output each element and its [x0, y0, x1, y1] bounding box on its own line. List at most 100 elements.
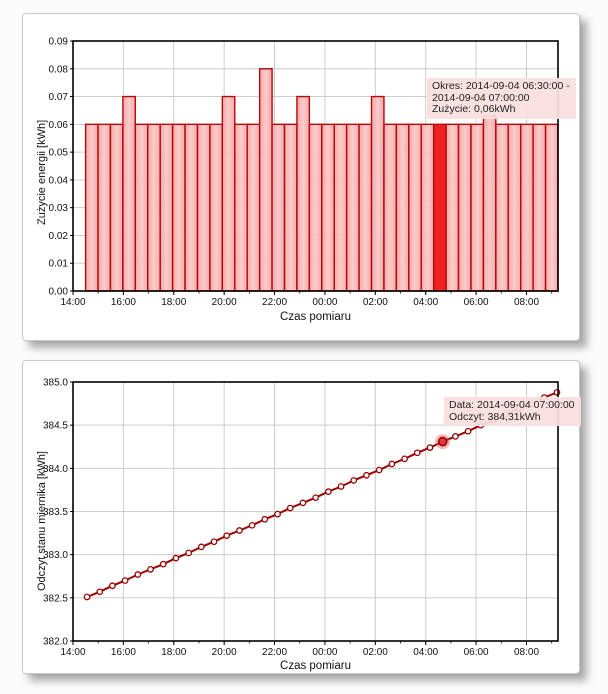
bar-23:30[interactable] — [308, 123, 323, 292]
point-06:00[interactable] — [477, 421, 485, 429]
meter-reading-line — [86, 391, 558, 598]
y-tick-label: 384.5 — [43, 421, 68, 432]
meter-reading-line-chart[interactable]: 382.0 382.5 383.0 383.5 384.0 384.5 385.0 14:00… — [23, 361, 579, 673]
y-tick-label: 0.05 — [49, 148, 69, 159]
point-20:30[interactable] — [236, 527, 243, 534]
y-tick-label: 382.0 — [43, 637, 68, 648]
point-14:30[interactable] — [83, 593, 91, 601]
point-06:30[interactable] — [490, 416, 497, 424]
point-19:00[interactable] — [197, 543, 205, 551]
bar-00:30[interactable] — [333, 123, 348, 292]
bar-03:00[interactable] — [395, 123, 410, 292]
bar-04:00[interactable] — [420, 123, 435, 292]
bar-18:00[interactable] — [171, 123, 186, 292]
bar-21:00[interactable] — [246, 123, 261, 292]
bar-19:00[interactable] — [196, 123, 211, 292]
point-21:30[interactable] — [261, 515, 269, 523]
point-23:00[interactable] — [299, 499, 307, 507]
point-05:30[interactable] — [464, 427, 472, 435]
point-00:30[interactable] — [337, 483, 345, 490]
bar-05:00[interactable] — [445, 123, 460, 292]
point-18:00[interactable] — [172, 554, 180, 562]
point-16:00[interactable] — [121, 577, 129, 584]
point-22:30[interactable] — [286, 504, 294, 512]
x-tick-label: 06:00 — [464, 647, 489, 658]
energy-consumption-bar-chart[interactable]: 0.00 0.01 0.02 0.03 0.04 0.05 0.06 0.07 0.08 0.09… — [23, 14, 579, 340]
bar-14:30[interactable] — [84, 123, 99, 292]
meter-y-axis-title: Odczyt stanu miernika [kWh] — [36, 451, 48, 591]
point-01:30[interactable] — [363, 471, 370, 479]
y-tick-label: 0.06 — [49, 120, 69, 131]
point-18:30[interactable] — [185, 549, 192, 557]
point-05:00[interactable] — [452, 433, 459, 440]
point-02:30[interactable] — [388, 460, 396, 468]
point-22:00[interactable] — [274, 510, 281, 518]
x-tick-label: 04:00 — [413, 647, 438, 658]
point-01:00[interactable] — [350, 477, 358, 484]
bar-03:30[interactable] — [408, 123, 422, 292]
bar-15:00[interactable] — [97, 123, 112, 292]
bar-17:30[interactable] — [159, 123, 174, 292]
bar-09:00[interactable] — [544, 123, 559, 292]
x-tick-label: 00:00 — [312, 647, 337, 658]
bar-22:30[interactable] — [283, 123, 298, 292]
y-tick-label: 383.5 — [43, 507, 68, 518]
x-tick-label: 22:00 — [262, 647, 287, 658]
bar-06:30[interactable] — [482, 115, 497, 292]
bar-06:00[interactable] — [470, 123, 485, 292]
point-03:00[interactable] — [401, 455, 408, 463]
bar-15:30[interactable] — [109, 123, 124, 292]
y-tick-label: 0.07 — [49, 92, 69, 103]
bar-17:00[interactable] — [147, 123, 161, 292]
point-00:00[interactable] — [325, 488, 332, 495]
point-19:30[interactable] — [210, 538, 218, 546]
bar-16:00[interactable] — [122, 95, 137, 292]
point-15:00[interactable] — [96, 588, 104, 596]
bar-08:30[interactable] — [532, 123, 547, 292]
bar-22:00[interactable] — [271, 123, 286, 292]
point-16:30[interactable] — [134, 571, 142, 578]
point-07:00[interactable] — [502, 410, 510, 418]
bar-21:30[interactable] — [258, 68, 273, 292]
bar-01:30[interactable] — [358, 123, 373, 292]
y-tick-label: 0.09 — [49, 37, 69, 48]
x-tick-label: 16:00 — [111, 297, 136, 308]
bar-07:30[interactable] — [507, 123, 522, 292]
point-04:00[interactable] — [426, 444, 434, 451]
bar-23:00[interactable] — [296, 95, 311, 292]
point-17:00[interactable] — [147, 565, 154, 573]
plot-border — [72, 381, 559, 642]
bar-02:00[interactable] — [370, 95, 385, 292]
x-tick-label: 16:00 — [111, 647, 136, 658]
point-07:30[interactable] — [515, 405, 523, 413]
point-15:30[interactable] — [109, 582, 116, 590]
x-tick-label: 18:00 — [161, 647, 186, 658]
y-tick-label: 0.04 — [49, 175, 69, 186]
x-tick-label: 00:00 — [312, 297, 337, 308]
point-08:00[interactable] — [528, 400, 535, 407]
point-21:00[interactable] — [248, 521, 256, 529]
bar-04:30[interactable] — [432, 123, 447, 292]
x-tick-label: 20:00 — [212, 647, 237, 658]
bar-20:30[interactable] — [234, 123, 248, 292]
y-tick-label: 382.5 — [43, 593, 68, 604]
point-04:30[interactable] — [437, 436, 448, 447]
point-02:00[interactable] — [375, 466, 383, 474]
point-17:30[interactable] — [159, 560, 167, 568]
bar-07:00[interactable] — [495, 123, 509, 292]
bar-08:00[interactable] — [520, 123, 534, 292]
energy-y-axis-title: Zużycie energii [kWh] — [36, 119, 48, 225]
point-09:00[interactable] — [553, 389, 561, 396]
bar-05:30[interactable] — [457, 123, 472, 292]
bar-18:30[interactable] — [184, 123, 199, 292]
point-08:30[interactable] — [540, 394, 548, 401]
point-23:30[interactable] — [312, 494, 319, 502]
bar-00:00[interactable] — [321, 123, 335, 292]
point-20:00[interactable] — [223, 532, 231, 540]
point-03:30[interactable] — [413, 449, 421, 457]
bar-02:30[interactable] — [383, 123, 398, 292]
bar-19:30[interactable] — [209, 123, 224, 292]
bar-20:00[interactable] — [221, 95, 236, 292]
bar-01:00[interactable] — [345, 123, 360, 292]
bar-16:30[interactable] — [134, 123, 149, 292]
